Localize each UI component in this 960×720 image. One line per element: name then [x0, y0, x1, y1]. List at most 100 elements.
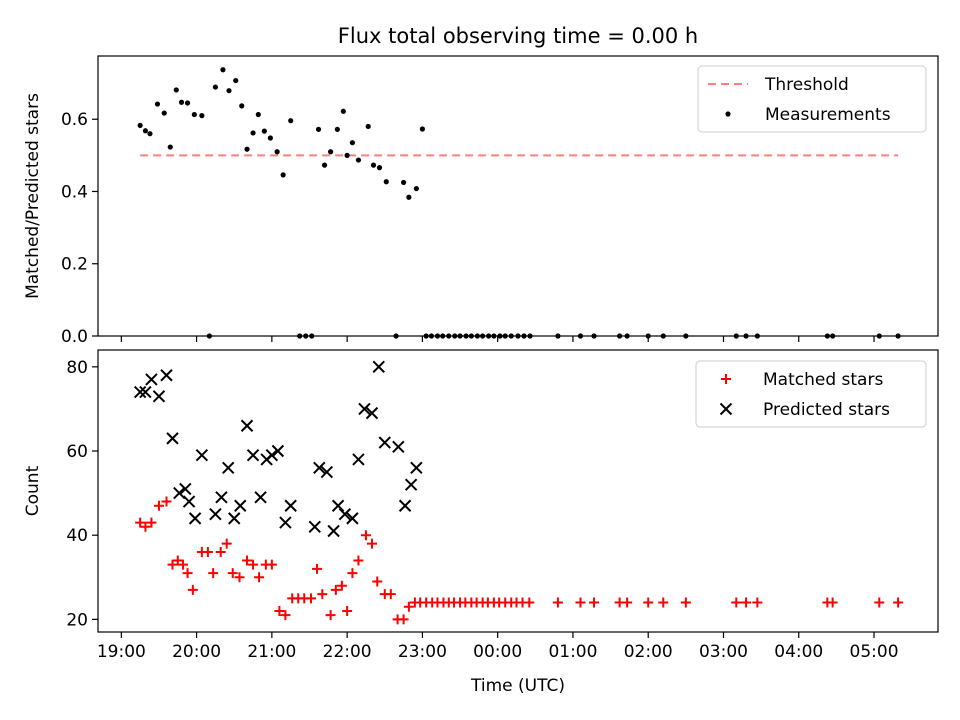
predicted-point	[152, 390, 166, 403]
matched-point	[215, 547, 226, 558]
measurement-point	[349, 140, 356, 146]
legend-label: Predicted stars	[763, 400, 890, 420]
predicted-point	[358, 402, 371, 416]
legend-measurement-swatch	[725, 111, 731, 117]
legend-predicted-swatch	[719, 402, 733, 416]
y-axis-label: Matched/Predicted stars	[23, 93, 43, 299]
axes-frame	[97, 55, 939, 337]
matched-point	[266, 559, 277, 570]
legend-box	[697, 65, 927, 133]
matched-point	[398, 614, 409, 625]
predicted-point	[133, 385, 147, 399]
measurement-point	[255, 111, 261, 118]
legend: Threshold Measurements	[697, 65, 927, 133]
x-tick-label: 20:00	[172, 642, 221, 662]
measurement-point	[355, 157, 362, 163]
predicted-point	[410, 461, 423, 475]
matched-point	[202, 547, 213, 558]
measurement-point	[178, 99, 185, 105]
measurement-point	[191, 111, 197, 118]
predicted-point	[372, 360, 385, 374]
predicted-point	[284, 499, 297, 512]
measurement-point	[400, 179, 407, 186]
measurement-point	[199, 113, 205, 119]
matched-point	[153, 500, 164, 511]
x-tick-label: 00:00	[473, 642, 522, 662]
matched-point	[385, 589, 396, 600]
predicted-point	[209, 507, 222, 521]
matched-point	[187, 584, 198, 595]
predicted-point	[346, 512, 359, 525]
matched-point	[874, 597, 885, 608]
measurement-point	[406, 194, 412, 200]
matched-point	[366, 538, 377, 549]
predicted-point	[398, 499, 412, 512]
matched-point	[752, 597, 763, 608]
legend-matched-swatch	[721, 374, 731, 384]
measurement-point	[419, 126, 426, 132]
measurement-point	[340, 108, 346, 114]
matched-point	[524, 597, 535, 608]
x-tick-label: 03:00	[699, 642, 748, 662]
predicted-point	[365, 406, 379, 420]
measurement-point	[267, 135, 273, 141]
predicted-point	[320, 465, 334, 479]
y-tick-label: 20	[66, 610, 88, 630]
matched-point	[178, 559, 189, 570]
measurement-point	[244, 146, 250, 152]
measurement-point	[376, 165, 383, 171]
legend-box	[695, 360, 927, 428]
matched-point	[353, 555, 364, 566]
matched-point	[360, 530, 371, 541]
predicted-point	[265, 449, 279, 462]
predicted-point	[145, 373, 158, 386]
matched-point	[248, 559, 259, 570]
predicted-point	[222, 461, 235, 475]
matched-point	[893, 597, 904, 608]
legend-label: Measurements	[765, 105, 891, 125]
matched-point	[317, 589, 328, 600]
matched-point	[731, 597, 742, 608]
matched-point	[741, 597, 752, 608]
legend-label: Threshold	[764, 75, 849, 95]
y-tick-label: 60	[66, 442, 88, 462]
measurement-point	[137, 122, 143, 128]
matched-point	[330, 584, 341, 595]
predicted-point	[352, 453, 365, 466]
y-tick-label: 0.0	[61, 327, 88, 347]
predicted-point	[246, 449, 260, 462]
predicted-point	[228, 512, 241, 525]
measurement-point	[383, 179, 389, 185]
measurement-point	[413, 185, 419, 192]
matched-point	[280, 610, 291, 621]
measurement-point	[365, 123, 371, 130]
predicted-point	[308, 520, 321, 533]
matched-point	[589, 597, 600, 608]
predicted-point	[279, 516, 292, 529]
predicted-point	[271, 444, 285, 458]
matched-point	[552, 597, 563, 608]
figure-title: Flux total observing time = 0.00 h	[338, 24, 698, 48]
matched-point	[325, 610, 336, 621]
ratio-panel: 0.0 0.2 0.4 0.6 Matched/Predicted stars Thres…	[23, 55, 939, 347]
y-tick-label: 0.6	[61, 110, 88, 130]
measurement-point	[370, 162, 377, 168]
matched-point	[575, 597, 586, 608]
matched-point	[221, 538, 232, 549]
matched-point	[254, 572, 265, 583]
measurement-point	[167, 144, 173, 150]
measurement-point	[226, 88, 232, 94]
measurement-point	[315, 126, 322, 132]
matched-point	[372, 576, 383, 587]
matched-point	[403, 601, 414, 612]
matched-point	[680, 597, 691, 608]
predicted-point	[327, 524, 340, 538]
legend-label: Matched stars	[763, 370, 883, 390]
predicted-point	[188, 512, 202, 525]
measurement-point	[334, 126, 340, 132]
measurement-point	[280, 172, 286, 178]
predicted-point	[240, 419, 254, 432]
predicted-point	[234, 499, 247, 512]
predicted-point	[195, 449, 209, 462]
